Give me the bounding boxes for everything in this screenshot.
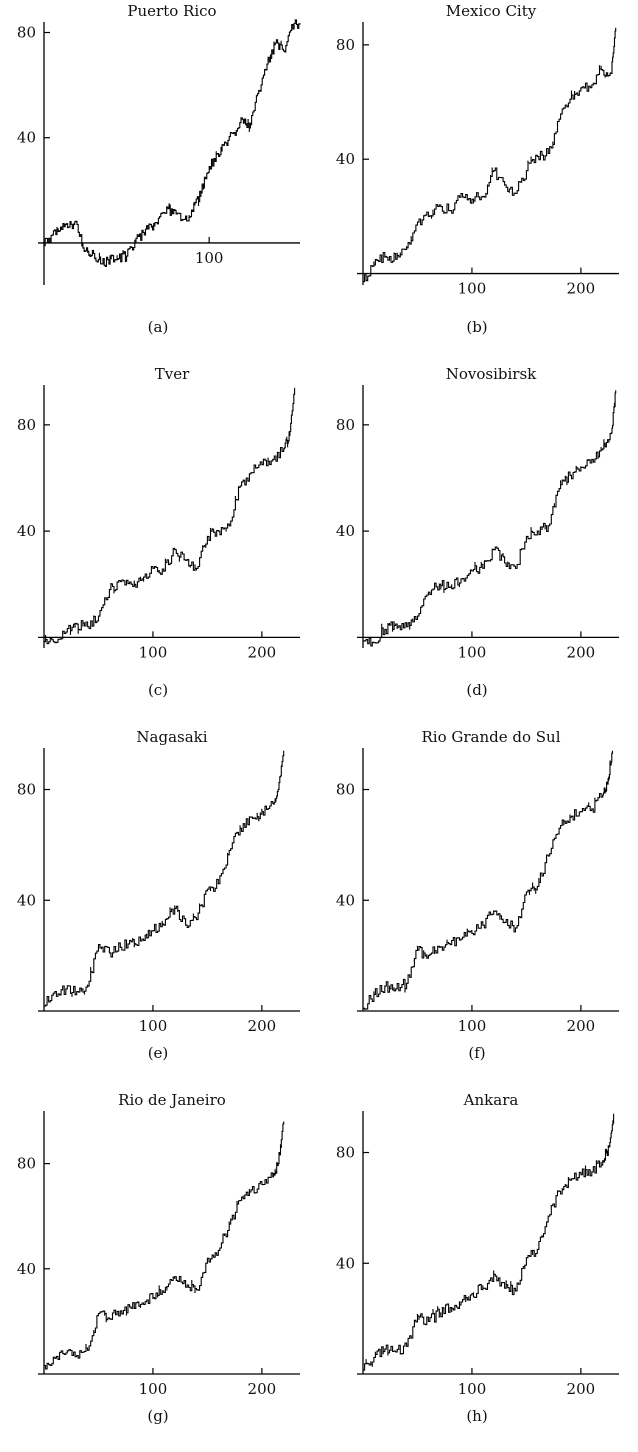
series-line — [363, 750, 614, 1010]
y-tick-label: 80 — [336, 36, 355, 54]
y-tick-label: 40 — [17, 891, 36, 909]
chart-e: Nagasaki 40 80 100 200 (e) — [17, 728, 300, 1062]
y-tick-label: 80 — [17, 1155, 36, 1173]
panel-label: (b) — [466, 318, 487, 336]
y-tick-label: 40 — [336, 1254, 355, 1272]
x-tick-label: 100 — [458, 1380, 487, 1398]
chart-b: Mexico City 40 80 100 200 (b) — [336, 2, 619, 336]
x-tick-label: 100 — [458, 280, 487, 298]
y-tick-label: 80 — [336, 1144, 355, 1162]
y-tick-label: 40 — [336, 150, 355, 168]
x-tick-label: 200 — [248, 643, 277, 661]
series-line — [363, 390, 617, 647]
series-line — [44, 1121, 285, 1370]
series-line — [44, 387, 296, 645]
chart-title: Nagasaki — [136, 728, 207, 746]
y-tick-label: 80 — [336, 781, 355, 799]
y-tick-label: 80 — [17, 781, 36, 799]
chart-a: Puerto Rico 40 80 100 (a) — [17, 2, 301, 336]
y-tick-label: 80 — [336, 416, 355, 434]
y-tick-label: 40 — [17, 129, 36, 147]
x-tick-label: 100 — [139, 1380, 168, 1398]
panel-h: Ankara 40 80 100 200 (h) — [319, 1089, 638, 1452]
panel-d: Novosibirsk 40 80 100 200 (d) — [319, 363, 638, 726]
panel-b: Mexico City 40 80 100 200 (b) — [319, 0, 638, 363]
y-tick-label: 40 — [336, 891, 355, 909]
panel-g: Rio de Janeiro 40 80 100 200 (g) — [0, 1089, 319, 1452]
y-tick-label: 80 — [17, 24, 36, 42]
y-tick-label: 40 — [336, 522, 355, 540]
panel-c: Tver 40 80 100 200 (c) — [0, 363, 319, 726]
series-line — [363, 27, 617, 283]
panel-label: (g) — [147, 1407, 168, 1425]
chart-h: Ankara 40 80 100 200 (h) — [336, 1091, 619, 1425]
panel-label: (h) — [466, 1407, 487, 1425]
panel-f: Rio Grande do Sul 40 80 100 200 (f) — [319, 726, 638, 1089]
y-tick-label: 80 — [17, 416, 36, 434]
panel-a: Puerto Rico 40 80 100 (a) — [0, 0, 319, 363]
x-tick-label: 100 — [458, 1017, 487, 1035]
x-tick-label: 200 — [248, 1017, 277, 1035]
chart-title: Rio de Janeiro — [118, 1091, 226, 1109]
panel-label: (a) — [148, 318, 169, 336]
x-tick-label: 200 — [567, 1017, 596, 1035]
chart-g: Rio de Janeiro 40 80 100 200 (g) — [17, 1091, 300, 1425]
x-tick-label: 100 — [458, 643, 487, 661]
chart-d: Novosibirsk 40 80 100 200 (d) — [336, 365, 619, 699]
x-tick-label: 200 — [567, 280, 596, 298]
panel-label: (d) — [466, 681, 487, 699]
y-tick-label: 40 — [17, 522, 36, 540]
chart-title: Tver — [155, 365, 190, 383]
x-tick-label: 100 — [139, 1017, 168, 1035]
chart-f: Rio Grande do Sul 40 80 100 200 (f) — [336, 728, 619, 1062]
panel-label: (f) — [468, 1044, 485, 1062]
x-tick-label: 200 — [567, 643, 596, 661]
panel-label: (c) — [148, 681, 168, 699]
series-line — [44, 750, 285, 1007]
x-tick-label: 200 — [248, 1380, 277, 1398]
chart-c: Tver 40 80 100 200 (c) — [17, 365, 300, 699]
panel-label: (e) — [148, 1044, 169, 1062]
panel-e: Nagasaki 40 80 100 200 (e) — [0, 726, 319, 1089]
chart-title: Mexico City — [446, 2, 537, 20]
x-tick-label: 200 — [567, 1380, 596, 1398]
x-tick-label: 100 — [195, 249, 224, 267]
chart-title: Puerto Rico — [127, 2, 216, 20]
series-line — [44, 19, 301, 267]
chart-title: Rio Grande do Sul — [421, 728, 560, 746]
series-line — [363, 1113, 615, 1371]
y-tick-label: 40 — [17, 1260, 36, 1278]
chart-title: Ankara — [463, 1091, 519, 1109]
x-tick-label: 100 — [139, 643, 168, 661]
chart-title: Novosibirsk — [446, 365, 537, 383]
